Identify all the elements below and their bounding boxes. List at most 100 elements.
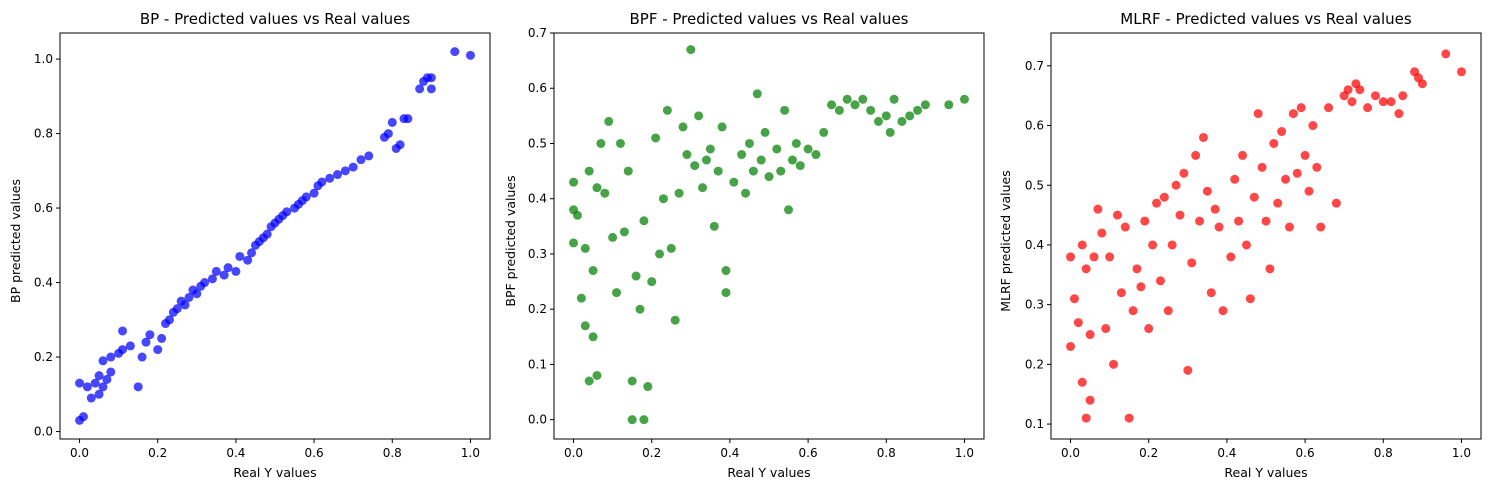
plot-frame	[59, 32, 491, 440]
scatter-point	[674, 188, 684, 198]
scatter-point	[698, 183, 708, 193]
scatter-point	[1066, 341, 1076, 351]
x-tick-label: 1.0	[1452, 446, 1471, 460]
scatter-point	[1085, 330, 1095, 340]
scatter-point	[106, 352, 116, 362]
scatter-point	[1253, 109, 1263, 119]
scatter-point	[1210, 204, 1220, 214]
scatter-point	[721, 266, 731, 276]
scatter-point	[647, 277, 657, 287]
x-tick-label: 1.0	[955, 446, 974, 460]
scatter-point	[262, 229, 272, 239]
scatter-point	[1163, 306, 1173, 316]
scatter-point	[141, 337, 151, 347]
chart-title: BPF - Predicted values vs Real values	[629, 10, 908, 28]
scatter-point	[78, 412, 88, 422]
scatter-point	[709, 221, 719, 231]
scatter-point	[1245, 294, 1255, 304]
scatter-point	[881, 111, 891, 121]
scatter-point	[752, 89, 762, 99]
scatter-point	[705, 144, 715, 154]
scatter-point	[364, 151, 374, 161]
scatter-point	[387, 117, 397, 127]
scatter-point	[94, 371, 104, 381]
scatter-point	[340, 166, 350, 176]
y-tick-label: 1.0	[34, 52, 53, 66]
scatter-point	[75, 378, 85, 388]
point-layer	[75, 47, 475, 425]
x-tick-label: 0.6	[305, 446, 324, 460]
scatter-point	[333, 170, 343, 180]
x-tick-label: 0.2	[1139, 446, 1158, 460]
scatter-point	[200, 278, 210, 288]
scatter-point	[1269, 138, 1279, 148]
scatter-point	[729, 177, 739, 187]
scatter-point	[1175, 210, 1185, 220]
scatter-point	[157, 333, 167, 343]
scatter-point	[1292, 168, 1302, 178]
y-axis-label: BP predicted values	[8, 179, 23, 303]
scatter-point	[1378, 97, 1388, 107]
scatter-point	[1136, 282, 1146, 292]
scatter-point	[1195, 216, 1205, 226]
scatter-point	[1214, 222, 1224, 232]
x-axis-label: Real Y values	[727, 465, 810, 480]
scatter-point	[1241, 240, 1251, 250]
scatter-point	[1155, 276, 1165, 286]
scatter-point	[920, 100, 930, 110]
scatter-point	[1069, 294, 1079, 304]
scatter-point	[776, 166, 786, 176]
scatter-point	[1081, 264, 1091, 274]
scatter-point	[395, 140, 405, 150]
scatter-point	[897, 116, 907, 126]
scatter-point	[1152, 198, 1162, 208]
scatter-point	[1343, 85, 1353, 95]
scatter-point	[748, 166, 758, 176]
y-tick-label: 0.2	[1025, 357, 1044, 371]
scatter-point	[885, 127, 895, 137]
scatter-point	[145, 330, 155, 340]
x-tick-label: 0.2	[642, 446, 661, 460]
x-tick-label: 0.4	[226, 446, 245, 460]
scatter-point	[717, 122, 727, 132]
scatter-point	[1226, 252, 1236, 262]
x-axis-label: Real Y values	[1224, 465, 1307, 480]
scatter-point	[612, 288, 622, 298]
scatter-point	[772, 144, 782, 154]
scatter-point	[1261, 216, 1271, 226]
scatter-point	[153, 345, 163, 355]
scatter-point	[243, 255, 253, 265]
y-tick-label: 0.2	[528, 302, 547, 316]
y-axis-label: MLRF predicted values	[998, 170, 1013, 312]
tick-layer: 0.0 0.2 0.4 0.6 0.8 1.0 0.0 0.2 0.4 0.6 0.8 1.0	[34, 52, 480, 460]
chart-title: BP - Predicted values vs Real values	[140, 10, 411, 28]
scatter-point	[764, 172, 774, 182]
scatter-point	[1296, 103, 1306, 113]
scatter-point	[1300, 150, 1310, 160]
scatter-point	[1312, 162, 1322, 172]
scatter-point	[655, 249, 665, 259]
scatter-point	[1097, 228, 1107, 238]
scatter-point	[584, 376, 594, 386]
scatter-point	[1370, 91, 1380, 101]
plot-frame	[1050, 32, 1482, 440]
scatter-point	[247, 248, 257, 258]
scatter-point	[1363, 103, 1373, 113]
scatter-point	[1288, 109, 1298, 119]
scatter-point	[118, 326, 128, 336]
scatter-point	[1398, 91, 1408, 101]
scatter-point	[219, 270, 229, 280]
scatter-point	[282, 207, 292, 217]
scatter-point	[301, 192, 311, 202]
x-tick-label: 0.4	[720, 446, 739, 460]
y-tick-label: 0.4	[34, 276, 53, 290]
scatter-point	[658, 194, 668, 204]
scatter-point	[784, 205, 794, 215]
scatter-point	[231, 266, 241, 276]
scatter-point	[584, 166, 594, 176]
scatter-point	[98, 382, 108, 392]
scatter-point	[1386, 97, 1396, 107]
scatter-point	[631, 271, 641, 281]
scatter-point	[133, 382, 143, 392]
scatter-point	[1202, 186, 1212, 196]
